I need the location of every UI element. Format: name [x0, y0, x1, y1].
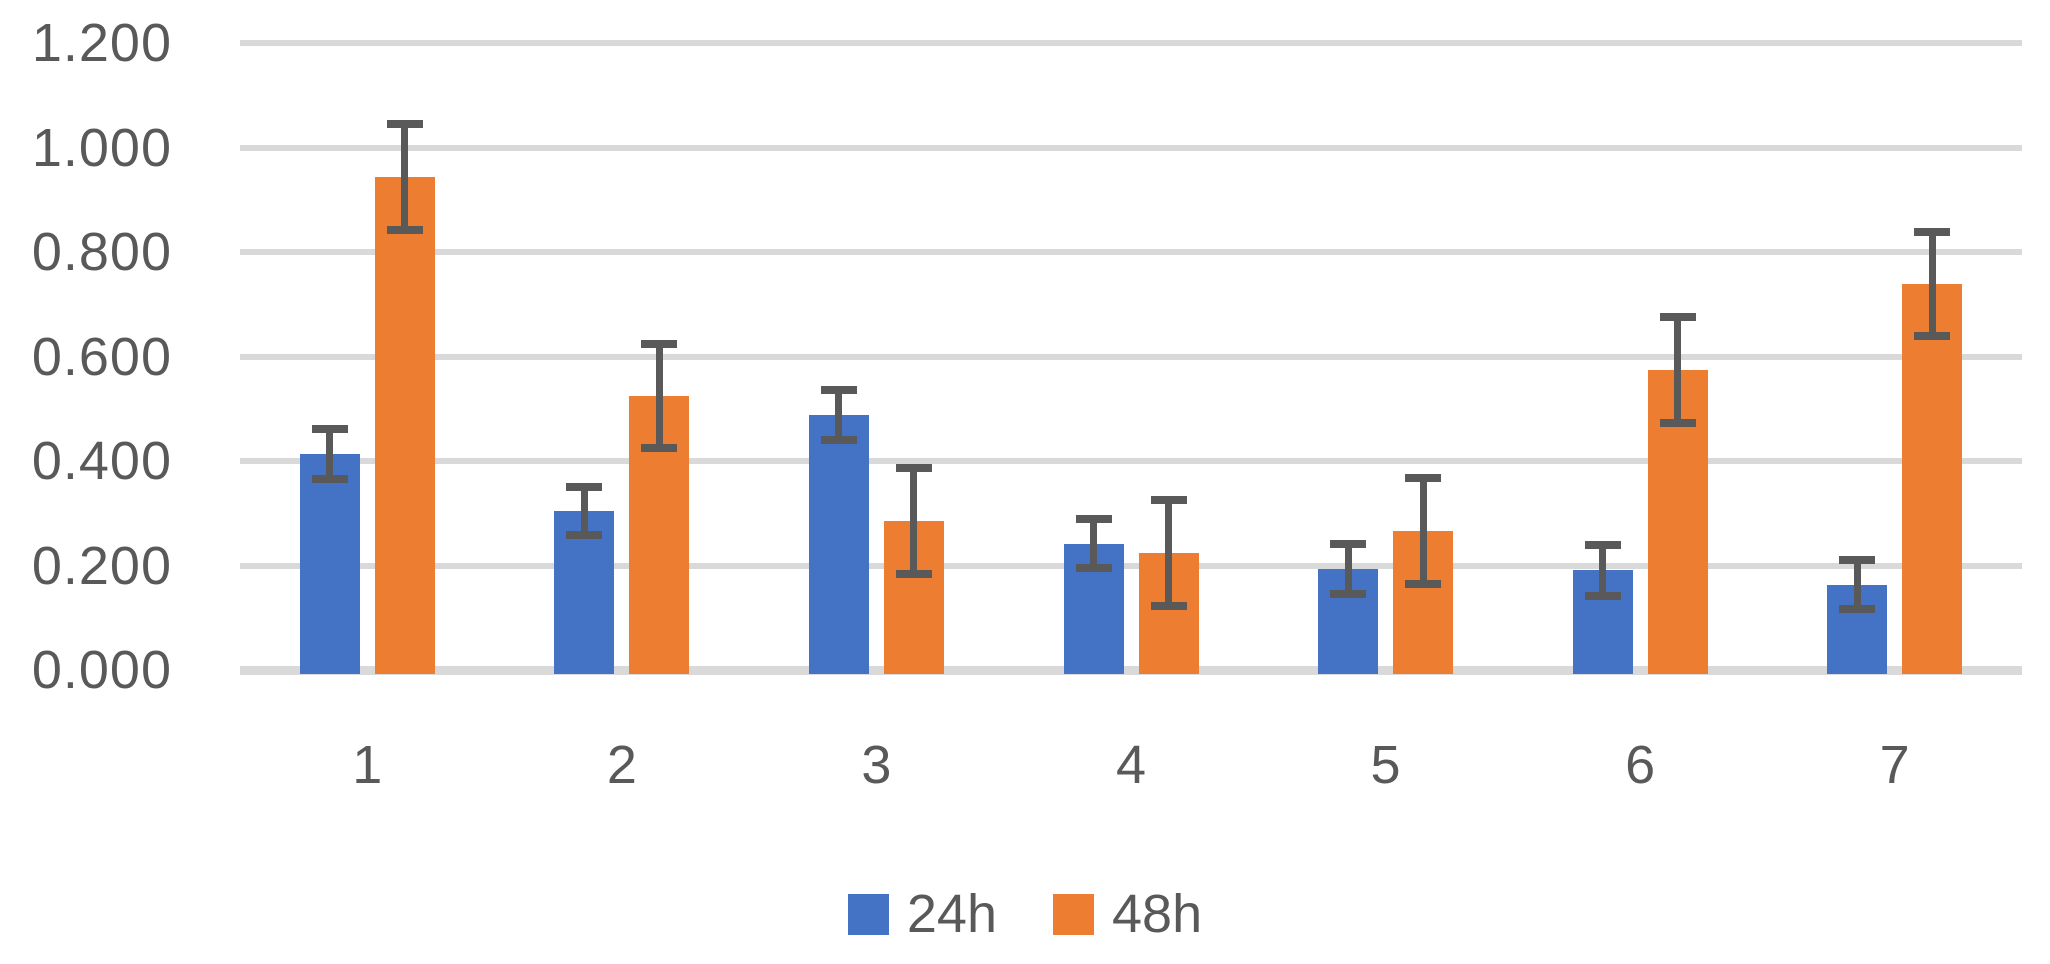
error-bar-24h-category-4 [1090, 518, 1097, 569]
gridline [240, 144, 2022, 151]
error-bar-48h-category-1 [401, 123, 409, 230]
error-bar-cap [311, 475, 348, 484]
error-bar-cap [820, 435, 857, 444]
legend-swatch-48h [1053, 893, 1094, 935]
legend: 24h 48h [0, 884, 2050, 944]
error-bar-cap [1839, 556, 1876, 565]
error-bar-24h-category-5 [1344, 544, 1352, 595]
error-bar-cap [895, 463, 932, 472]
error-bar-cap [1584, 540, 1621, 549]
error-bar-cap [386, 119, 423, 128]
x-axis-line [240, 665, 2022, 675]
error-bar-24h-category-7 [1853, 560, 1861, 610]
x-axis-tick-label: 5 [1370, 735, 1401, 795]
bar-24h-category-1 [299, 454, 360, 675]
y-axis-tick-label: 0.400 [31, 431, 172, 491]
y-axis-tick-label: 0.800 [31, 222, 172, 282]
error-bar-24h-category-6 [1599, 544, 1607, 596]
error-bar-48h-category-3 [910, 467, 918, 575]
error-bar-cap [311, 425, 348, 434]
x-axis-tick-label: 6 [1625, 735, 1656, 795]
error-bar-cap [566, 530, 603, 539]
error-bar-cap [1075, 514, 1112, 523]
error-bar-48h-category-7 [1928, 232, 1936, 336]
error-bar-cap [1659, 419, 1696, 428]
error-bar-cap [820, 386, 857, 395]
error-bar-cap [1914, 331, 1951, 340]
error-bar-cap [1330, 590, 1367, 599]
error-bar-cap [641, 444, 678, 453]
error-bar-24h-category-1 [326, 429, 334, 480]
error-bar-48h-category-5 [1419, 478, 1427, 584]
error-bar-48h-category-6 [1674, 316, 1682, 424]
y-axis-tick-label: 0.600 [31, 326, 172, 387]
x-axis-tick-label: 4 [1115, 735, 1147, 795]
x-axis-tick-label: 7 [1879, 735, 1910, 795]
error-bar-48h-category-4 [1165, 499, 1172, 607]
error-bar-cap [1075, 564, 1112, 573]
bar-48h-category-1 [374, 176, 435, 675]
legend-swatch-24h [847, 893, 889, 935]
legend-label-48h: 48h [1112, 884, 1203, 944]
legend-entry-24h: 24h [847, 884, 997, 944]
error-bar-cap [1330, 540, 1367, 549]
error-bar-cap [1914, 228, 1951, 237]
error-bar-cap [566, 482, 603, 491]
gridline [240, 353, 2022, 360]
gridline [240, 562, 2022, 569]
y-axis-tick-label: 0.200 [31, 535, 172, 596]
y-axis-tick-label: 1.200 [31, 13, 172, 73]
error-bar-cap [386, 225, 423, 234]
legend-entry-48h: 48h [1053, 884, 1202, 944]
error-bar-cap [1150, 495, 1187, 504]
gridline [240, 458, 2022, 464]
error-bar-cap [1405, 579, 1442, 588]
gridline [240, 40, 2022, 46]
error-bar-24h-category-3 [835, 390, 843, 440]
legend-label-24h: 24h [906, 884, 997, 944]
bar-48h-category-7 [1902, 283, 1963, 675]
error-bar-cap [1659, 312, 1696, 321]
x-axis-tick-label: 1 [352, 735, 383, 795]
error-bar-cap [1150, 602, 1187, 611]
error-bar-cap [1405, 474, 1442, 483]
error-bar-48h-category-2 [655, 343, 663, 449]
y-axis-tick-label: 0.000 [31, 640, 172, 700]
bar-24h-category-3 [808, 415, 869, 675]
error-bar-cap [1839, 605, 1876, 614]
error-bar-cap [1584, 591, 1621, 600]
x-axis-tick-label: 3 [861, 735, 892, 795]
x-axis-tick-label: 2 [606, 735, 637, 795]
y-axis-tick-label: 1.000 [31, 117, 172, 178]
error-bar-cap [895, 570, 932, 579]
gridline [240, 249, 2022, 255]
error-bar-24h-category-2 [580, 486, 588, 535]
error-bar-cap [641, 339, 678, 348]
